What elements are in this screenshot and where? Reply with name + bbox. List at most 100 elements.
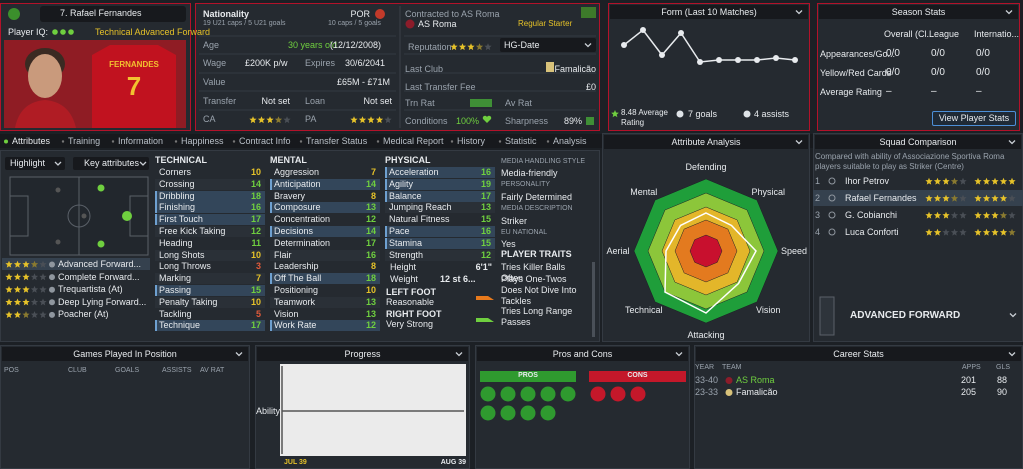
- dropdown-chevron: [675, 352, 683, 357]
- radar-axis-label: Speed: [780, 246, 808, 256]
- role: Technical Advanced Forward: [95, 27, 211, 37]
- fee-label: Last Transfer Fee: [405, 82, 476, 92]
- tab-separator: [299, 140, 303, 143]
- attribute-name: First Touch: [159, 214, 203, 225]
- tab[interactable]: Transfer Status: [306, 136, 368, 146]
- tab-separator: [232, 140, 236, 143]
- star: [950, 211, 959, 219]
- star: [30, 273, 39, 281]
- tab[interactable]: Information: [118, 136, 164, 146]
- tab[interactable]: History: [457, 136, 486, 146]
- radio: [828, 211, 836, 219]
- form-point: [640, 27, 646, 33]
- highlight[interactable]: Highlight: [10, 158, 46, 168]
- cells: 0/0: [931, 48, 945, 59]
- tab-separator: [61, 140, 65, 143]
- key-attribute-highlight: [385, 178, 495, 190]
- attribute-value: 5: [255, 308, 261, 319]
- back-button: [8, 8, 20, 20]
- club-badge: [405, 19, 415, 29]
- tab[interactable]: Medical Report: [383, 136, 444, 146]
- panel-title: Career Stats: [833, 348, 884, 359]
- cells: 0/0: [886, 48, 900, 59]
- attribute-value: 8: [370, 261, 376, 272]
- row-stripe: [155, 273, 265, 285]
- form-point: [659, 52, 665, 58]
- star: [249, 116, 257, 124]
- hg-label[interactable]: HG-Date: [504, 40, 540, 50]
- value-label: Value: [203, 77, 226, 87]
- attribute-value: 11: [251, 237, 261, 248]
- iq-dot: [60, 29, 66, 35]
- tab[interactable]: Statistic: [505, 136, 537, 146]
- attribute-name: Acceleration: [389, 167, 439, 177]
- key-attributes-dropdown[interactable]: [73, 157, 149, 170]
- tab[interactable]: Attributes: [12, 136, 51, 146]
- panel-title: Attribute Analysis: [671, 136, 741, 147]
- key-attribute-highlight: [270, 202, 380, 214]
- tactic-board: [819, 296, 835, 336]
- radio: [828, 194, 836, 202]
- right-foot: Very Strong: [386, 319, 434, 329]
- row-stripe: [155, 249, 265, 261]
- hg-date-dropdown[interactable]: [500, 38, 596, 52]
- star: [467, 43, 475, 51]
- sharpness: 89%: [563, 116, 582, 126]
- panel-header: [257, 347, 468, 361]
- star: [39, 298, 47, 306]
- position-dot: [81, 213, 87, 219]
- highlight-dropdown[interactable]: [5, 157, 65, 170]
- panel-header: [477, 347, 688, 361]
- star: [484, 43, 492, 51]
- star: [933, 228, 942, 236]
- panel-title: Progress: [344, 348, 381, 359]
- tab[interactable]: Happiness: [181, 136, 224, 146]
- panel-header: [819, 5, 1018, 19]
- star: [22, 298, 30, 306]
- weight-label: Weight: [390, 274, 418, 284]
- shirt-number: 7: [126, 71, 142, 101]
- tab[interactable]: Analysis: [553, 136, 587, 146]
- role-icon: [49, 311, 55, 318]
- name-bar: [40, 6, 186, 22]
- pro-icon: [500, 386, 516, 402]
- pro-icon: [480, 386, 496, 402]
- dropdown-chevron: [1008, 352, 1016, 357]
- role: Trequartista (At): [58, 284, 123, 295]
- star: [959, 194, 967, 202]
- last-club: Famalicão: [554, 64, 596, 74]
- position-dot: [97, 184, 105, 192]
- tab[interactable]: Contract Info: [239, 136, 291, 146]
- key[interactable]: Key attributes: [84, 158, 140, 168]
- cells: 0/0: [976, 67, 990, 78]
- tab[interactable]: Training: [68, 136, 101, 146]
- attribute-name: Jumping Reach: [389, 202, 452, 213]
- key-attribute-highlight: [270, 178, 380, 190]
- pitch-box: [9, 195, 29, 237]
- star: [450, 43, 458, 51]
- radar-axis-label: Vision: [756, 305, 781, 316]
- row-stripe: [270, 249, 380, 261]
- star: [925, 228, 933, 236]
- attribute-value: 16: [250, 202, 261, 213]
- eu-label: EU NATIONAL: [501, 229, 548, 236]
- player-face: [28, 54, 62, 98]
- attribute-value: 17: [250, 214, 261, 225]
- attribute-name: Anticipation: [274, 178, 321, 189]
- assists: 4 assists: [754, 109, 790, 119]
- attribute-value: 13: [365, 202, 376, 213]
- pro-icon: [520, 405, 536, 421]
- view-player-stats-button[interactable]: [932, 111, 1016, 126]
- star: [950, 194, 959, 202]
- cons: CONS: [627, 372, 648, 379]
- view-player-stats-button-label[interactable]: View Player Stats: [938, 113, 1010, 123]
- key-attribute-highlight: [270, 320, 380, 332]
- left-boot: [476, 296, 494, 300]
- attribute-name: Passing: [159, 285, 192, 295]
- column-header: APPS: [962, 364, 981, 371]
- expires-label: Expires: [305, 58, 336, 68]
- attribute-name: Long Throws: [159, 261, 211, 272]
- star: [933, 211, 942, 219]
- cons-bar: [589, 371, 686, 382]
